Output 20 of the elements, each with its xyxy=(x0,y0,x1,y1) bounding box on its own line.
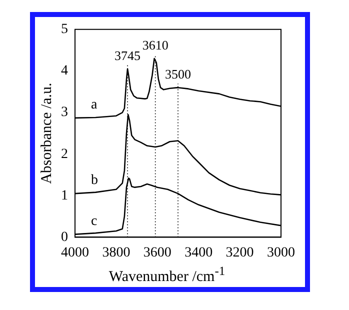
y-tick-label: 3 xyxy=(61,105,68,120)
y-tick-label: 2 xyxy=(61,146,68,162)
series-label: c xyxy=(91,214,98,229)
ref-line-label: 3610 xyxy=(142,37,168,52)
x-tick-label: 3200 xyxy=(226,245,254,260)
x-tick-label: 3800 xyxy=(102,245,130,260)
x-tick-label: 3400 xyxy=(184,245,213,260)
y-tick-label: 0 xyxy=(61,230,68,245)
ref-line-label: 3500 xyxy=(165,66,191,82)
ref-line-label: 3745 xyxy=(114,48,141,63)
y-tick-label: 5 xyxy=(61,22,68,38)
x-tick-label: 3600 xyxy=(143,245,172,260)
x-axis-title: Wavenumber /cm$^{-1}$ xyxy=(108,263,226,286)
series-label: b xyxy=(91,173,98,188)
y-tick-label: 1 xyxy=(61,188,68,204)
y-tick-label: 4 xyxy=(61,64,68,79)
x-tick-label: 4000 xyxy=(61,245,89,260)
series-label: a xyxy=(91,98,98,113)
x-tick-label: 3000 xyxy=(267,245,295,260)
y-axis-title: Absorbance /a.u. xyxy=(38,82,55,184)
